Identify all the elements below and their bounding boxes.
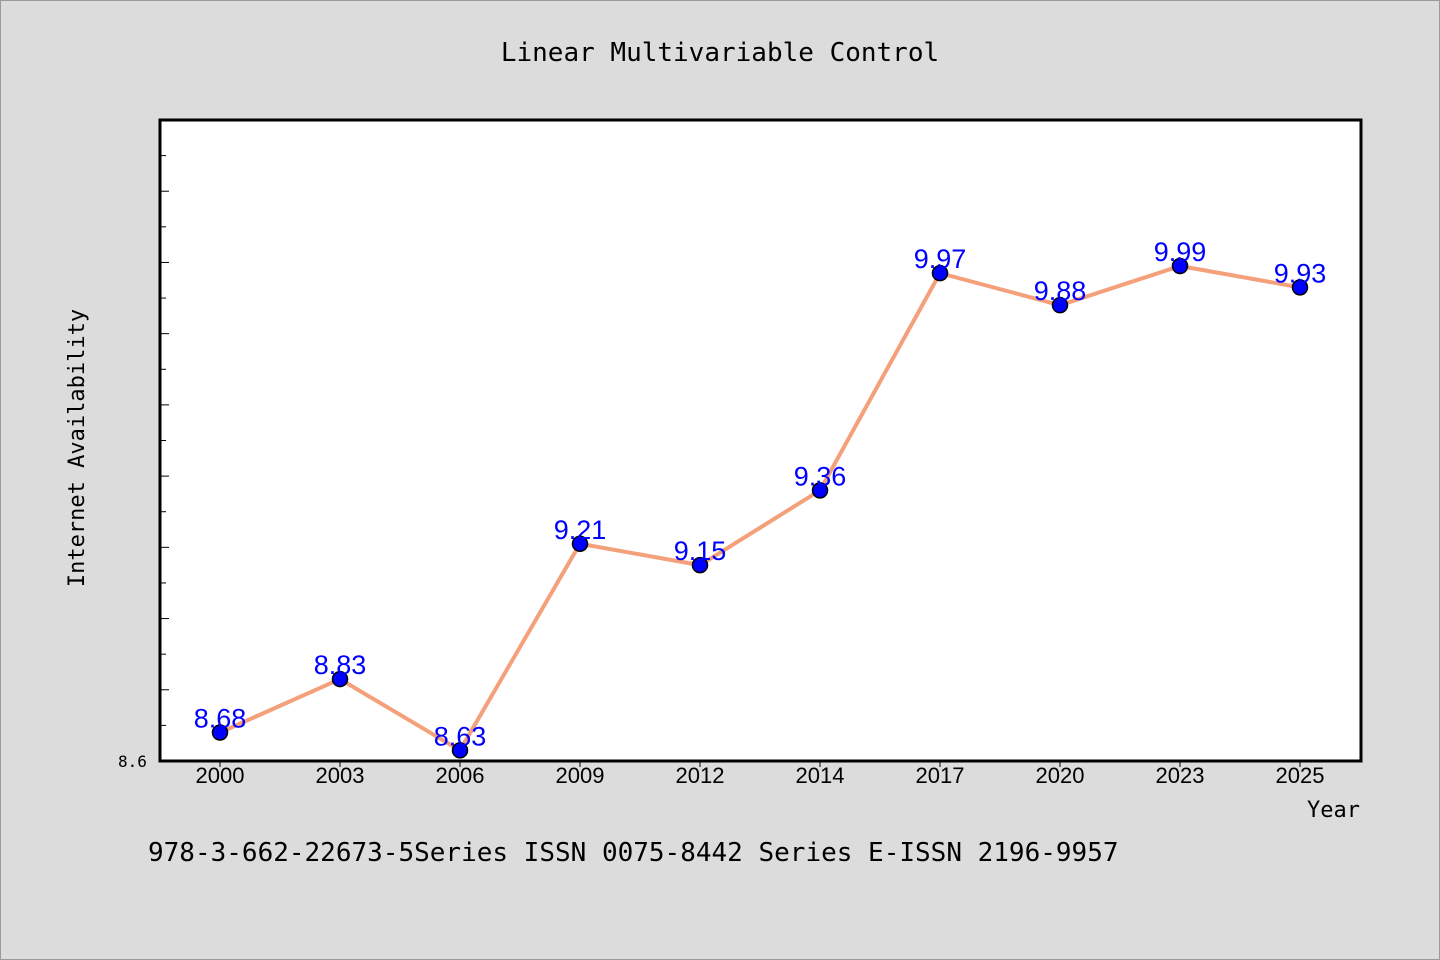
- data-markers: [211, 257, 1309, 759]
- x-tick-label: 2025: [1276, 763, 1325, 788]
- data-point: [931, 264, 949, 282]
- x-tick-label: 2012: [676, 763, 725, 788]
- data-point: [451, 742, 469, 759]
- data-point: [331, 670, 349, 688]
- data-point: [1291, 279, 1309, 296]
- data-label: 9.93: [1274, 258, 1327, 288]
- x-tick-label: 2003: [316, 763, 365, 788]
- chart-title: Linear Multivariable Control: [501, 38, 939, 68]
- x-tick-label: 2009: [556, 763, 605, 788]
- data-point: [811, 482, 829, 499]
- y-axis-ticks: [160, 155, 169, 726]
- y-axis-min-label: 8.6: [118, 752, 147, 771]
- series-line-group: [218, 264, 1302, 753]
- data-label: 9.99: [1154, 237, 1207, 267]
- data-label: 9.21: [554, 515, 607, 545]
- data-label: 8.83: [314, 650, 367, 680]
- data-labels: 8.68 8.83 8.63 9.21 9.15 9.36 9.97 9.88 9.99 9.93: [194, 237, 1327, 751]
- y-axis-label: Internet Availability: [65, 309, 90, 587]
- x-tick-label: 2006: [436, 763, 485, 788]
- data-point: [571, 535, 589, 553]
- x-tick-label: 2000: [196, 763, 245, 788]
- plot-area: [158, 118, 1363, 763]
- data-label: 9.36: [794, 461, 847, 491]
- x-axis-tick-labels: 2000 2003 2006 2009 2012 2014 2017 2020 2023 2025: [196, 763, 1325, 788]
- data-point: [1051, 296, 1069, 314]
- x-tick-label: 2017: [916, 763, 965, 788]
- data-label: 8.63: [434, 721, 487, 751]
- data-label: 9.97: [914, 244, 967, 274]
- x-tick-label: 2014: [796, 763, 845, 788]
- footer-isbn-text: 978-3-662-22673-5Series ISSN 0075-8442 S…: [148, 838, 1119, 868]
- data-point: [691, 556, 709, 574]
- data-point: [211, 724, 229, 741]
- x-axis-label: Year: [1307, 798, 1360, 823]
- data-label: 9.15: [674, 536, 727, 566]
- x-tick-label: 2023: [1156, 763, 1205, 788]
- x-tick-label: 2020: [1036, 763, 1085, 788]
- data-point: [1171, 257, 1189, 275]
- data-label: 8.68: [194, 704, 247, 734]
- data-label: 9.88: [1034, 276, 1087, 306]
- series-line: [218, 264, 1302, 753]
- x-axis-ticks: [219, 761, 1301, 767]
